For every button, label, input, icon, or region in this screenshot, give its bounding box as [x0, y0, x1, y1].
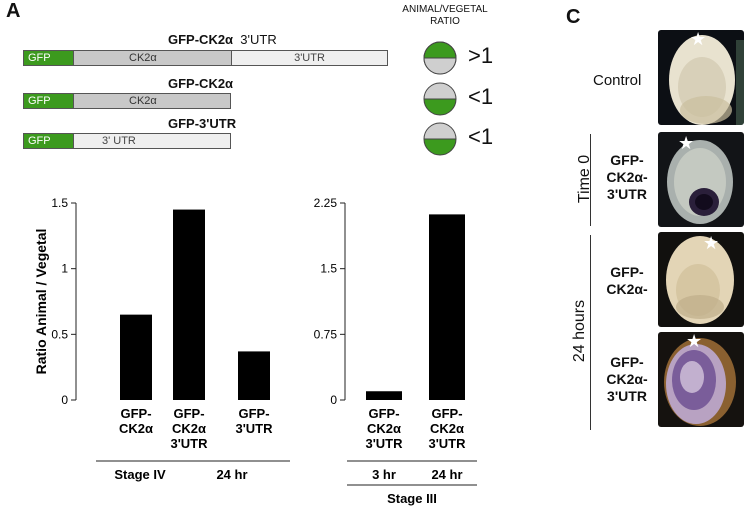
- ratio-header-line-1: ANIMAL/VEGETAL: [402, 4, 488, 15]
- bar: [173, 209, 205, 400]
- bar: [238, 351, 270, 400]
- segment-gfp: GFP: [24, 94, 74, 108]
- star-icon: ★: [686, 332, 703, 351]
- construct-bar-3: GFP 3' UTR: [23, 133, 231, 149]
- row2-label-line: 3'UTR: [607, 186, 647, 202]
- category-label: GFP-: [368, 406, 399, 421]
- star-icon: ★: [703, 233, 720, 253]
- construct-bar-2: GFP CK2α: [23, 93, 231, 109]
- ratio-circle-vegetal-high: [423, 82, 457, 116]
- y-tick-label: 0: [330, 393, 337, 407]
- category-label: 3'UTR: [170, 436, 208, 451]
- y-tick-label: 1.5: [51, 196, 68, 210]
- hours24-label: 24 hours: [571, 299, 588, 363]
- bar: [120, 314, 152, 400]
- sub-label: 3 hr: [372, 467, 396, 482]
- category-label: CK2α: [119, 421, 153, 436]
- segment-utr: 3'UTR: [232, 51, 387, 65]
- hours24-bracket: [590, 235, 591, 430]
- bar: [366, 391, 402, 400]
- segment-gfp: GFP: [24, 134, 74, 148]
- category-label: GFP-: [431, 406, 462, 421]
- time0-bracket: [590, 134, 591, 226]
- y-tick-label: 0.5: [51, 327, 68, 341]
- category-label: CK2α: [430, 421, 464, 436]
- row2-label-line: CK2α-: [606, 169, 648, 185]
- panel-letter-c: C: [566, 6, 581, 28]
- segment-ck2: CK2α: [74, 94, 230, 108]
- sub-label: 24 hr: [431, 467, 462, 482]
- segment-ck2: CK2α: [74, 51, 232, 65]
- construct-name-2: GFP-CK2α: [168, 76, 234, 91]
- row4-label-line: 3'UTR: [607, 388, 647, 404]
- ratio-header-line-2: RATIO: [430, 16, 460, 27]
- category-label: 3'UTR: [365, 436, 403, 451]
- group-label: 24 hr: [216, 467, 247, 482]
- category-label: GFP-: [173, 406, 204, 421]
- ratio-value-1: >1: [468, 43, 494, 68]
- category-label: GFP-: [238, 406, 269, 421]
- row4-label: GFP- CK2α- 3'UTR: [596, 354, 658, 405]
- ratio-circles: [423, 41, 457, 156]
- bar-charts: 00.511.5GFP-CK2αGFP-CK2α3'UTRGFP-3'UTRRa…: [33, 196, 477, 506]
- time0-label: Time 0: [576, 154, 593, 204]
- bar: [429, 214, 465, 400]
- construct-name-3: GFP-3'UTR: [168, 116, 237, 131]
- embryo-photo-control: ★: [658, 30, 744, 125]
- ratio-circle-animal-high: [423, 41, 457, 75]
- y-tick-label: 2.25: [314, 196, 338, 210]
- construct-name-1: GFP-CK2α 3'UTR: [168, 32, 277, 47]
- ratio-circle-vegetal-high-2: [423, 122, 457, 156]
- y-tick-label: 0: [61, 393, 68, 407]
- construct-bar-1: GFP CK2α 3'UTR: [23, 50, 388, 66]
- group-label: Stage IV: [114, 467, 166, 482]
- ratio-header: ANIMAL/VEGETAL RATIO: [375, 4, 515, 28]
- segment-utr: 3' UTR: [74, 134, 230, 148]
- row4-label-line: GFP-: [610, 354, 644, 370]
- category-label: 3'UTR: [428, 436, 466, 451]
- y-tick-label: 0.75: [314, 327, 338, 341]
- row4-label-line: CK2α-: [606, 371, 648, 387]
- category-label: CK2α: [172, 421, 206, 436]
- row2-label-line: GFP-: [610, 152, 644, 168]
- segment-gfp: GFP: [24, 51, 74, 65]
- row3-label-line: GFP-: [610, 264, 644, 280]
- panel-letter-a: A: [6, 0, 21, 22]
- y-tick-label: 1: [61, 262, 68, 276]
- ratio-value-2: <1: [468, 84, 494, 109]
- group-label: Stage III: [387, 491, 437, 506]
- category-label: GFP-: [120, 406, 151, 421]
- row3-label-line: CK2α-: [606, 281, 648, 297]
- embryo-photo-24h-ck2-utr: ★: [658, 332, 744, 427]
- row3-label: GFP- CK2α-: [596, 264, 658, 298]
- embryo-photo-24h-ck2: ★: [658, 232, 744, 327]
- ratio-value-3: <1: [468, 124, 494, 149]
- category-label: 3'UTR: [235, 421, 273, 436]
- y-axis-label: Ratio Animal / Vegetal: [33, 229, 49, 375]
- embryo-photo-time0: ★: [658, 132, 744, 227]
- control-label: Control: [593, 72, 642, 89]
- row2-label: GFP- CK2α- 3'UTR: [596, 152, 658, 203]
- star-icon: ★: [690, 30, 707, 49]
- category-label: CK2α: [367, 421, 401, 436]
- star-icon: ★: [678, 133, 695, 153]
- y-tick-label: 1.5: [320, 262, 337, 276]
